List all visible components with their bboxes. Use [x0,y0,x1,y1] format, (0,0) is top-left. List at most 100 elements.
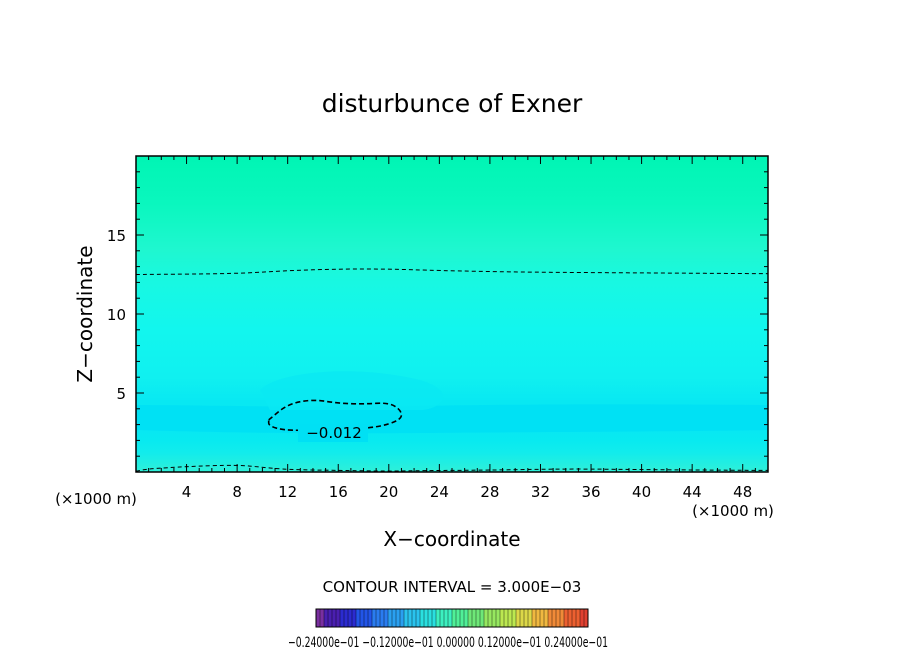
shade-band-low [136,404,768,434]
x-tick-label: 32 [531,483,550,501]
x-tick-label: 40 [632,483,651,501]
colorbar-swatch [476,609,481,627]
x-tick-label: 36 [581,483,600,501]
colorbar-swatch [368,609,373,627]
x-tick-label: 24 [430,483,449,501]
colorbar-swatch [552,609,557,627]
colorbar-swatch [488,609,493,627]
colorbar-frame [315,608,589,628]
contour-label-bg [298,424,368,442]
colorbar-swatch [500,609,505,627]
y-tick-label: 5 [116,385,126,403]
colorbar-swatch [356,609,361,627]
colorbar-swatch [392,609,397,627]
colorbar [315,608,589,628]
colorbar-swatch [400,609,405,627]
colorbar-swatch [496,609,501,627]
contour-line [136,268,768,275]
colorbar-swatch [560,609,565,627]
colorbar-swatch [492,609,497,627]
colorbar-swatch [412,609,417,627]
colorbar-swatch [568,609,573,627]
colorbar-swatch [344,609,349,627]
colorbar-swatch [396,609,401,627]
contour-label: −0.012 [306,424,362,442]
colorbar-swatch [464,609,469,627]
x-unit-label-left: (×1000 m) [55,490,137,508]
chart-title: disturbunce of Exner [322,89,583,118]
colorbar-swatch [404,609,409,627]
colorbar-swatch [364,609,369,627]
colorbar-swatch [440,609,445,627]
colorbar-swatch [508,609,513,627]
colorbar-swatch [576,609,581,627]
colorbar-swatch [524,609,529,627]
colorbar-swatch [372,609,377,627]
colorbar-swatch [444,609,449,627]
colorbar-swatch [348,609,353,627]
contour-interval-text: CONTOUR INTERVAL = 3.000E−03 [323,578,582,596]
colorbar-swatch [336,609,341,627]
colorbar-swatch [516,609,521,627]
colorbar-swatch [320,609,325,627]
colorbar-swatch [436,609,441,627]
colorbar-swatch [544,609,549,627]
x-tick-label: 28 [480,483,499,501]
y-tick-label: 10 [107,306,126,324]
colorbar-swatch [384,609,389,627]
colorbar-swatch [548,609,553,627]
colorbar-swatch [316,609,321,627]
colorbar-swatch [360,609,365,627]
colorbar-swatch [584,609,589,627]
colorbar-swatch [376,609,381,627]
colorbar-swatch [468,609,473,627]
x-tick-label: 8 [232,483,242,501]
colorbar-swatch [556,609,561,627]
colorbar-swatch [324,609,329,627]
colorbar-swatch [572,609,577,627]
y-tick-label: 15 [107,227,126,245]
x-tick-label: 16 [329,483,348,501]
colorbar-swatch [452,609,457,627]
x-axis-label: X−coordinate [383,527,520,551]
x-tick-label: 44 [683,483,702,501]
colorbar-swatch [536,609,541,627]
colorbar-swatch [328,609,333,627]
colorbar-labels: −0.24000e−01 −0.12000e−01 0.00000 0.1200… [288,635,608,651]
colorbar-swatch [504,609,509,627]
colorbar-swatch [380,609,385,627]
colorbar-swatch [460,609,465,627]
colorbar-swatch [580,609,585,627]
x-tick-label: 20 [379,483,398,501]
colorbar-swatch [352,609,357,627]
x-unit-label-right: (×1000 m) [692,502,774,520]
colorbar-swatch [340,609,345,627]
plot-fill [136,156,768,472]
y-axis-label: Z−coordinate [73,245,97,382]
colorbar-swatch [416,609,421,627]
colorbar-swatch [432,609,437,627]
colorbar-swatch [332,609,337,627]
colorbar-swatch [424,609,429,627]
colorbar-swatch [532,609,537,627]
colorbar-swatch [528,609,533,627]
colorbar-swatch [388,609,393,627]
colorbar-swatch [428,609,433,627]
colorbar-swatch [512,609,517,627]
x-tick-label: 4 [182,483,192,501]
x-tick-label: 12 [278,483,297,501]
colorbar-swatch [540,609,545,627]
contour-line [136,464,768,472]
colorbar-swatch [456,609,461,627]
colorbar-swatch [448,609,453,627]
colorbar-swatch [564,609,569,627]
x-tick-label: 48 [733,483,752,501]
colorbar-swatch [408,609,413,627]
colorbar-swatch [520,609,525,627]
colorbar-swatch [420,609,425,627]
colorbar-swatch [484,609,489,627]
colorbar-swatch [472,609,477,627]
colorbar-swatch [480,609,485,627]
